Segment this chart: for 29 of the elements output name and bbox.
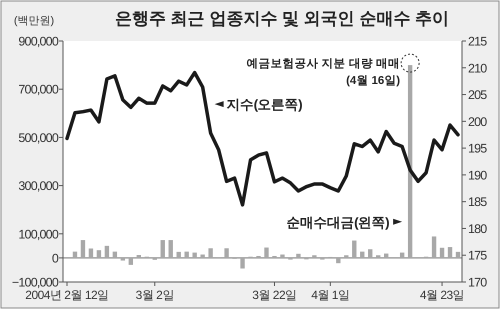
x-tick-label: 4월 23일 <box>420 288 464 302</box>
y-tick-label: 0 <box>52 251 59 266</box>
y2-tick-label: 195 <box>468 142 488 156</box>
y2-tick-label: 170 <box>468 276 488 290</box>
x-tick-label: 3월 22일 <box>252 288 297 302</box>
y2-tick-label: 215 <box>468 34 488 48</box>
y2-tick-label: 180 <box>468 222 488 236</box>
series-label: 순매수대금(왼쪽) <box>286 214 390 230</box>
y-tick-label: 900,000 <box>18 34 59 48</box>
x-tick-label: 2004년 2월 12일 <box>25 288 109 302</box>
annotation: (4월 16일) <box>346 74 400 87</box>
x-tick-label: 4월 1일 <box>311 288 350 302</box>
y-tick-label: 500,000 <box>18 130 59 145</box>
y-tick-label: 100,000 <box>18 227 59 242</box>
y-axis-title: (백만원) <box>14 15 54 27</box>
y-tick-label: 700,000 <box>18 82 59 97</box>
y2-tick-label: 200 <box>468 114 488 129</box>
y2-tick-label: 175 <box>468 248 488 263</box>
y-tick-label: −100,000 <box>12 276 59 290</box>
y2-tick-label: 190 <box>468 168 488 182</box>
y2-tick-label: 205 <box>468 88 488 102</box>
annotation: 예금보험공사 지분 대량 매매 <box>246 57 400 70</box>
y-tick-label: 300,000 <box>18 179 59 194</box>
chart-title: 은행주 최근 업종지수 및 외국인 순매수 추이 <box>114 9 450 28</box>
legend-label: 지수(오른쪽) <box>226 97 302 112</box>
y2-tick-label: 210 <box>468 61 488 76</box>
line-series <box>65 70 460 207</box>
x-tick-label: 3월 2일 <box>136 288 174 302</box>
y2-tick-label: 185 <box>468 195 488 210</box>
